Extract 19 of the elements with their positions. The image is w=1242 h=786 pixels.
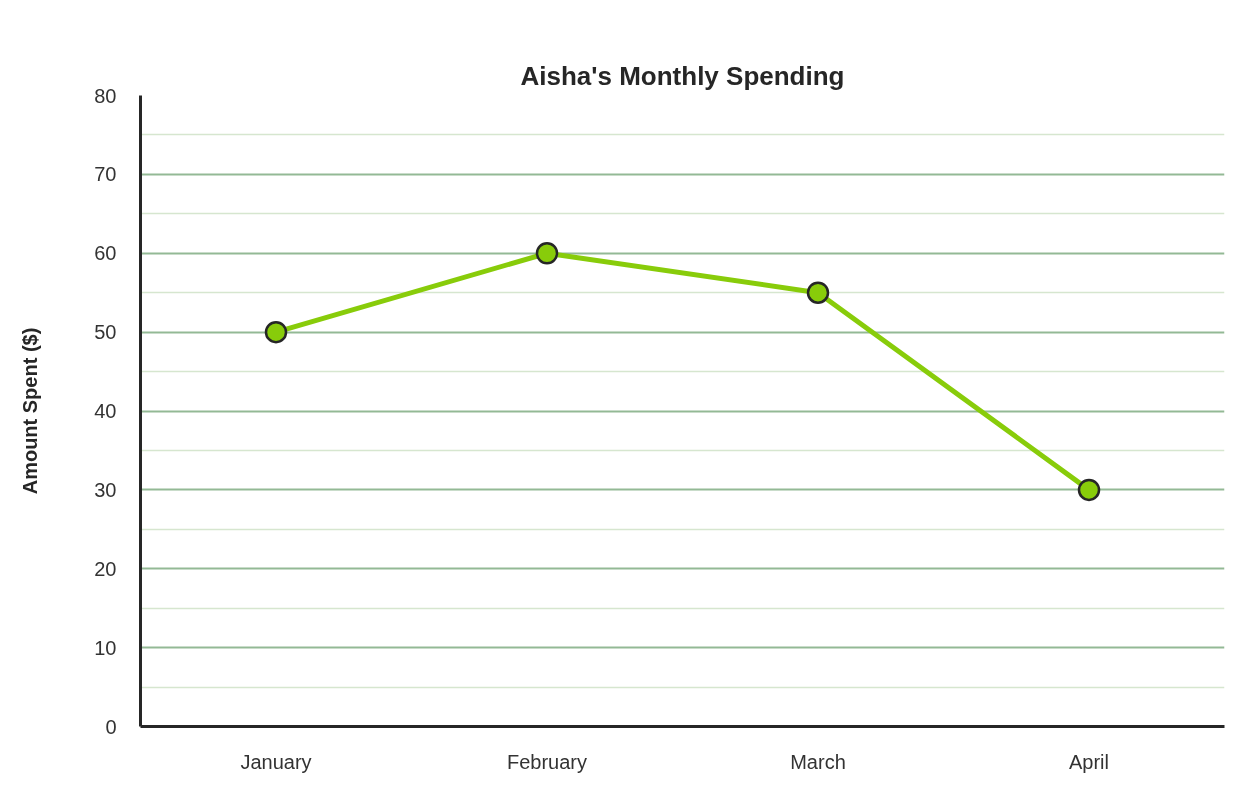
y-tick-label: 70 <box>94 163 117 186</box>
y-tick-label: 50 <box>94 321 117 344</box>
point <box>535 242 559 265</box>
x-tick-label: March <box>790 750 846 773</box>
chart-title: Aisha's Monthly Spending <box>520 60 845 91</box>
x-tick-label: April <box>1069 750 1110 773</box>
y-tick-label: 40 <box>94 400 117 422</box>
y-tick-label: 60 <box>94 242 117 265</box>
point <box>264 320 288 344</box>
x-tick-label: February <box>506 750 588 773</box>
y-tick-label: 0 <box>105 715 117 738</box>
x-tick-label: January <box>240 750 312 773</box>
y-tick-label: 20 <box>94 557 117 580</box>
y-tick-label: 30 <box>94 478 117 501</box>
y-tick-label: 10 <box>94 636 117 659</box>
point <box>1077 478 1101 502</box>
y-axis-title: Amount Spent ($) <box>19 327 42 495</box>
y-tick-label: 80 <box>94 84 117 107</box>
point <box>806 281 830 304</box>
